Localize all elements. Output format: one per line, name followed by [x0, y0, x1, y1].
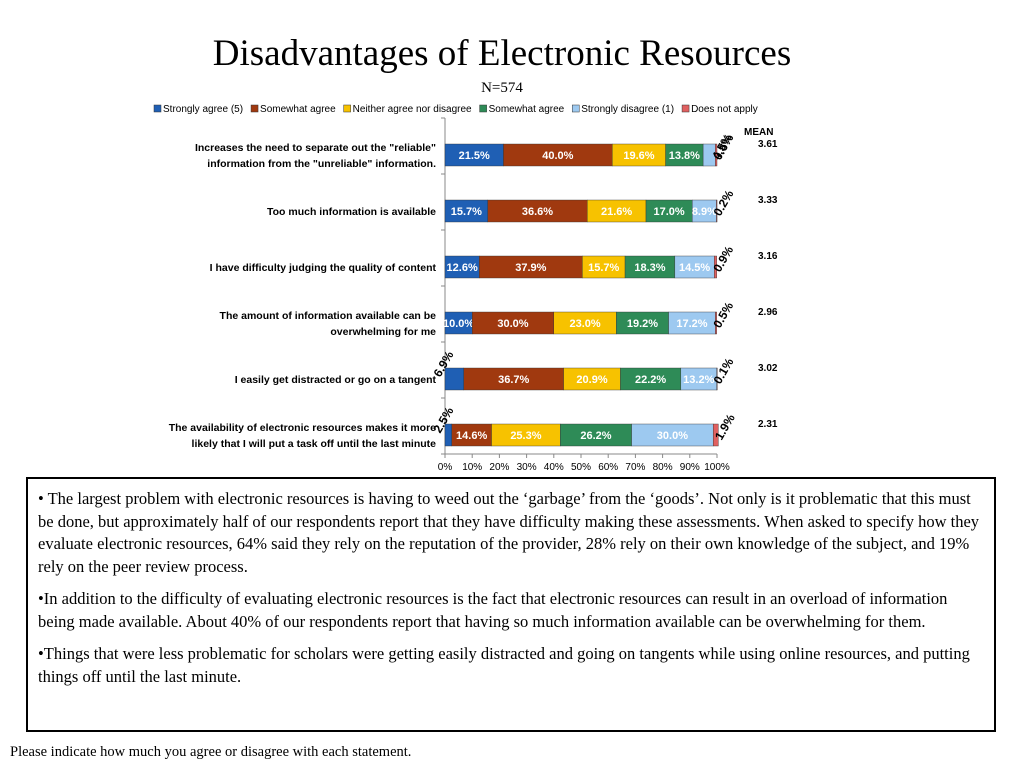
- legend-entry: Strongly disagree (1): [581, 104, 674, 115]
- data-label: 13.2%: [683, 374, 714, 386]
- data-label: 1.9%: [712, 411, 738, 442]
- category-label: likely that I will put a task off until …: [192, 438, 437, 450]
- x-tick-label: 70%: [625, 462, 645, 473]
- mean-value: 3.33: [758, 195, 778, 206]
- bar-segment: [714, 255, 717, 279]
- data-label: 0.9%: [710, 243, 736, 274]
- data-label: 37.9%: [515, 262, 546, 274]
- stacked-bar-chart: Strongly agree (5) Somewhat agree Neither …: [153, 104, 778, 473]
- mean-value: 2.31: [758, 419, 778, 430]
- mean-value: 3.61: [758, 139, 778, 150]
- x-tick-label: 60%: [598, 462, 618, 473]
- data-label: 20.9%: [576, 374, 607, 386]
- data-label: 12.6%: [447, 262, 478, 274]
- x-tick-label: 90%: [680, 462, 700, 473]
- category-label: Too much information is available: [267, 206, 436, 218]
- category-label: information from the "unreliable" inform…: [207, 158, 436, 170]
- x-tick-label: 30%: [517, 462, 537, 473]
- legend-entry: Neither agree nor disagree: [353, 104, 472, 115]
- data-label: 19.6%: [623, 150, 654, 162]
- mean-value: 3.02: [758, 363, 778, 374]
- data-label: 15.7%: [588, 262, 619, 274]
- data-label: 10.0%: [443, 318, 474, 330]
- legend-swatch: [343, 104, 351, 113]
- bar-segment: [716, 199, 718, 223]
- data-label: 21.5%: [459, 150, 490, 162]
- legend-swatch: [479, 104, 487, 113]
- data-label: 13.8%: [669, 150, 700, 162]
- data-label: 23.0%: [569, 318, 600, 330]
- bar-segment: [716, 367, 718, 391]
- data-label: 0.2%: [711, 187, 737, 218]
- data-label: 19.2%: [627, 318, 658, 330]
- x-tick-label: 50%: [571, 462, 591, 473]
- mean-value: 2.96: [758, 307, 778, 318]
- legend-swatch: [681, 104, 690, 113]
- survey-question-footnote: Please indicate how much you agree or di…: [10, 744, 412, 760]
- data-label: 30.0%: [657, 430, 688, 442]
- x-tick-label: 80%: [653, 462, 673, 473]
- legend-swatch: [153, 104, 162, 113]
- data-label: 25.3%: [510, 430, 541, 442]
- legend-entry: Somewhat agree: [489, 104, 565, 115]
- category-label: I easily get distracted or go on a tange…: [235, 374, 437, 386]
- data-label: 0.5%: [710, 299, 736, 330]
- x-tick-label: 20%: [489, 462, 509, 473]
- data-label: 30.0%: [497, 318, 528, 330]
- data-label: 18.3%: [634, 262, 665, 274]
- x-tick-label: 0%: [438, 462, 453, 473]
- bar-segment: [715, 143, 718, 167]
- data-label: 40.0%: [542, 150, 573, 162]
- finding-paragraph-2: •In addition to the difficulty of evalua…: [38, 589, 948, 631]
- category-label: The availability of electronic resources…: [169, 422, 436, 434]
- x-tick-label: 40%: [544, 462, 564, 473]
- mean-value: 3.16: [758, 251, 778, 262]
- data-label: 0.6%: [711, 131, 737, 162]
- legend-swatch: [250, 104, 259, 113]
- legend-swatch: [571, 104, 580, 113]
- data-label: 14.5%: [679, 262, 710, 274]
- legend-entry: Strongly agree (5): [163, 104, 243, 115]
- mean-column-header: MEAN: [744, 127, 773, 138]
- category-label: I have difficulty judging the quality of…: [210, 262, 437, 274]
- data-label: 15.7%: [451, 206, 482, 218]
- category-label: Increases the need to separate out the "…: [195, 142, 436, 154]
- data-label: 22.2%: [635, 374, 666, 386]
- x-tick-label: 100%: [704, 462, 730, 473]
- data-label: 0.1%: [711, 355, 737, 386]
- data-label: 36.7%: [498, 374, 529, 386]
- bar-segment: [715, 311, 717, 335]
- bar-segment: [444, 367, 464, 391]
- finding-paragraph-1: • The largest problem with electronic re…: [38, 489, 980, 576]
- bar-segment: [712, 423, 719, 447]
- legend-entry: Does not apply: [691, 104, 758, 115]
- data-label: 21.6%: [601, 206, 632, 218]
- legend-entry: Somewhat agree: [260, 104, 336, 115]
- category-label: The amount of information available can …: [220, 310, 437, 322]
- data-label: 17.0%: [654, 206, 685, 218]
- x-tick-label: 10%: [462, 462, 482, 473]
- findings-text-box: • The largest problem with electronic re…: [26, 477, 996, 732]
- data-label: 17.2%: [676, 318, 707, 330]
- sample-size-label: N=574: [481, 80, 523, 96]
- data-label: 14.6%: [456, 430, 487, 442]
- data-label: 36.6%: [522, 206, 553, 218]
- slide-title: Disadvantages of Electronic Resources: [212, 33, 792, 74]
- category-label: overwhelming for me: [330, 326, 436, 338]
- data-label: 8.9%: [692, 206, 717, 218]
- data-label: 26.2%: [580, 430, 611, 442]
- finding-paragraph-3: •Things that were less problematic for s…: [38, 644, 970, 686]
